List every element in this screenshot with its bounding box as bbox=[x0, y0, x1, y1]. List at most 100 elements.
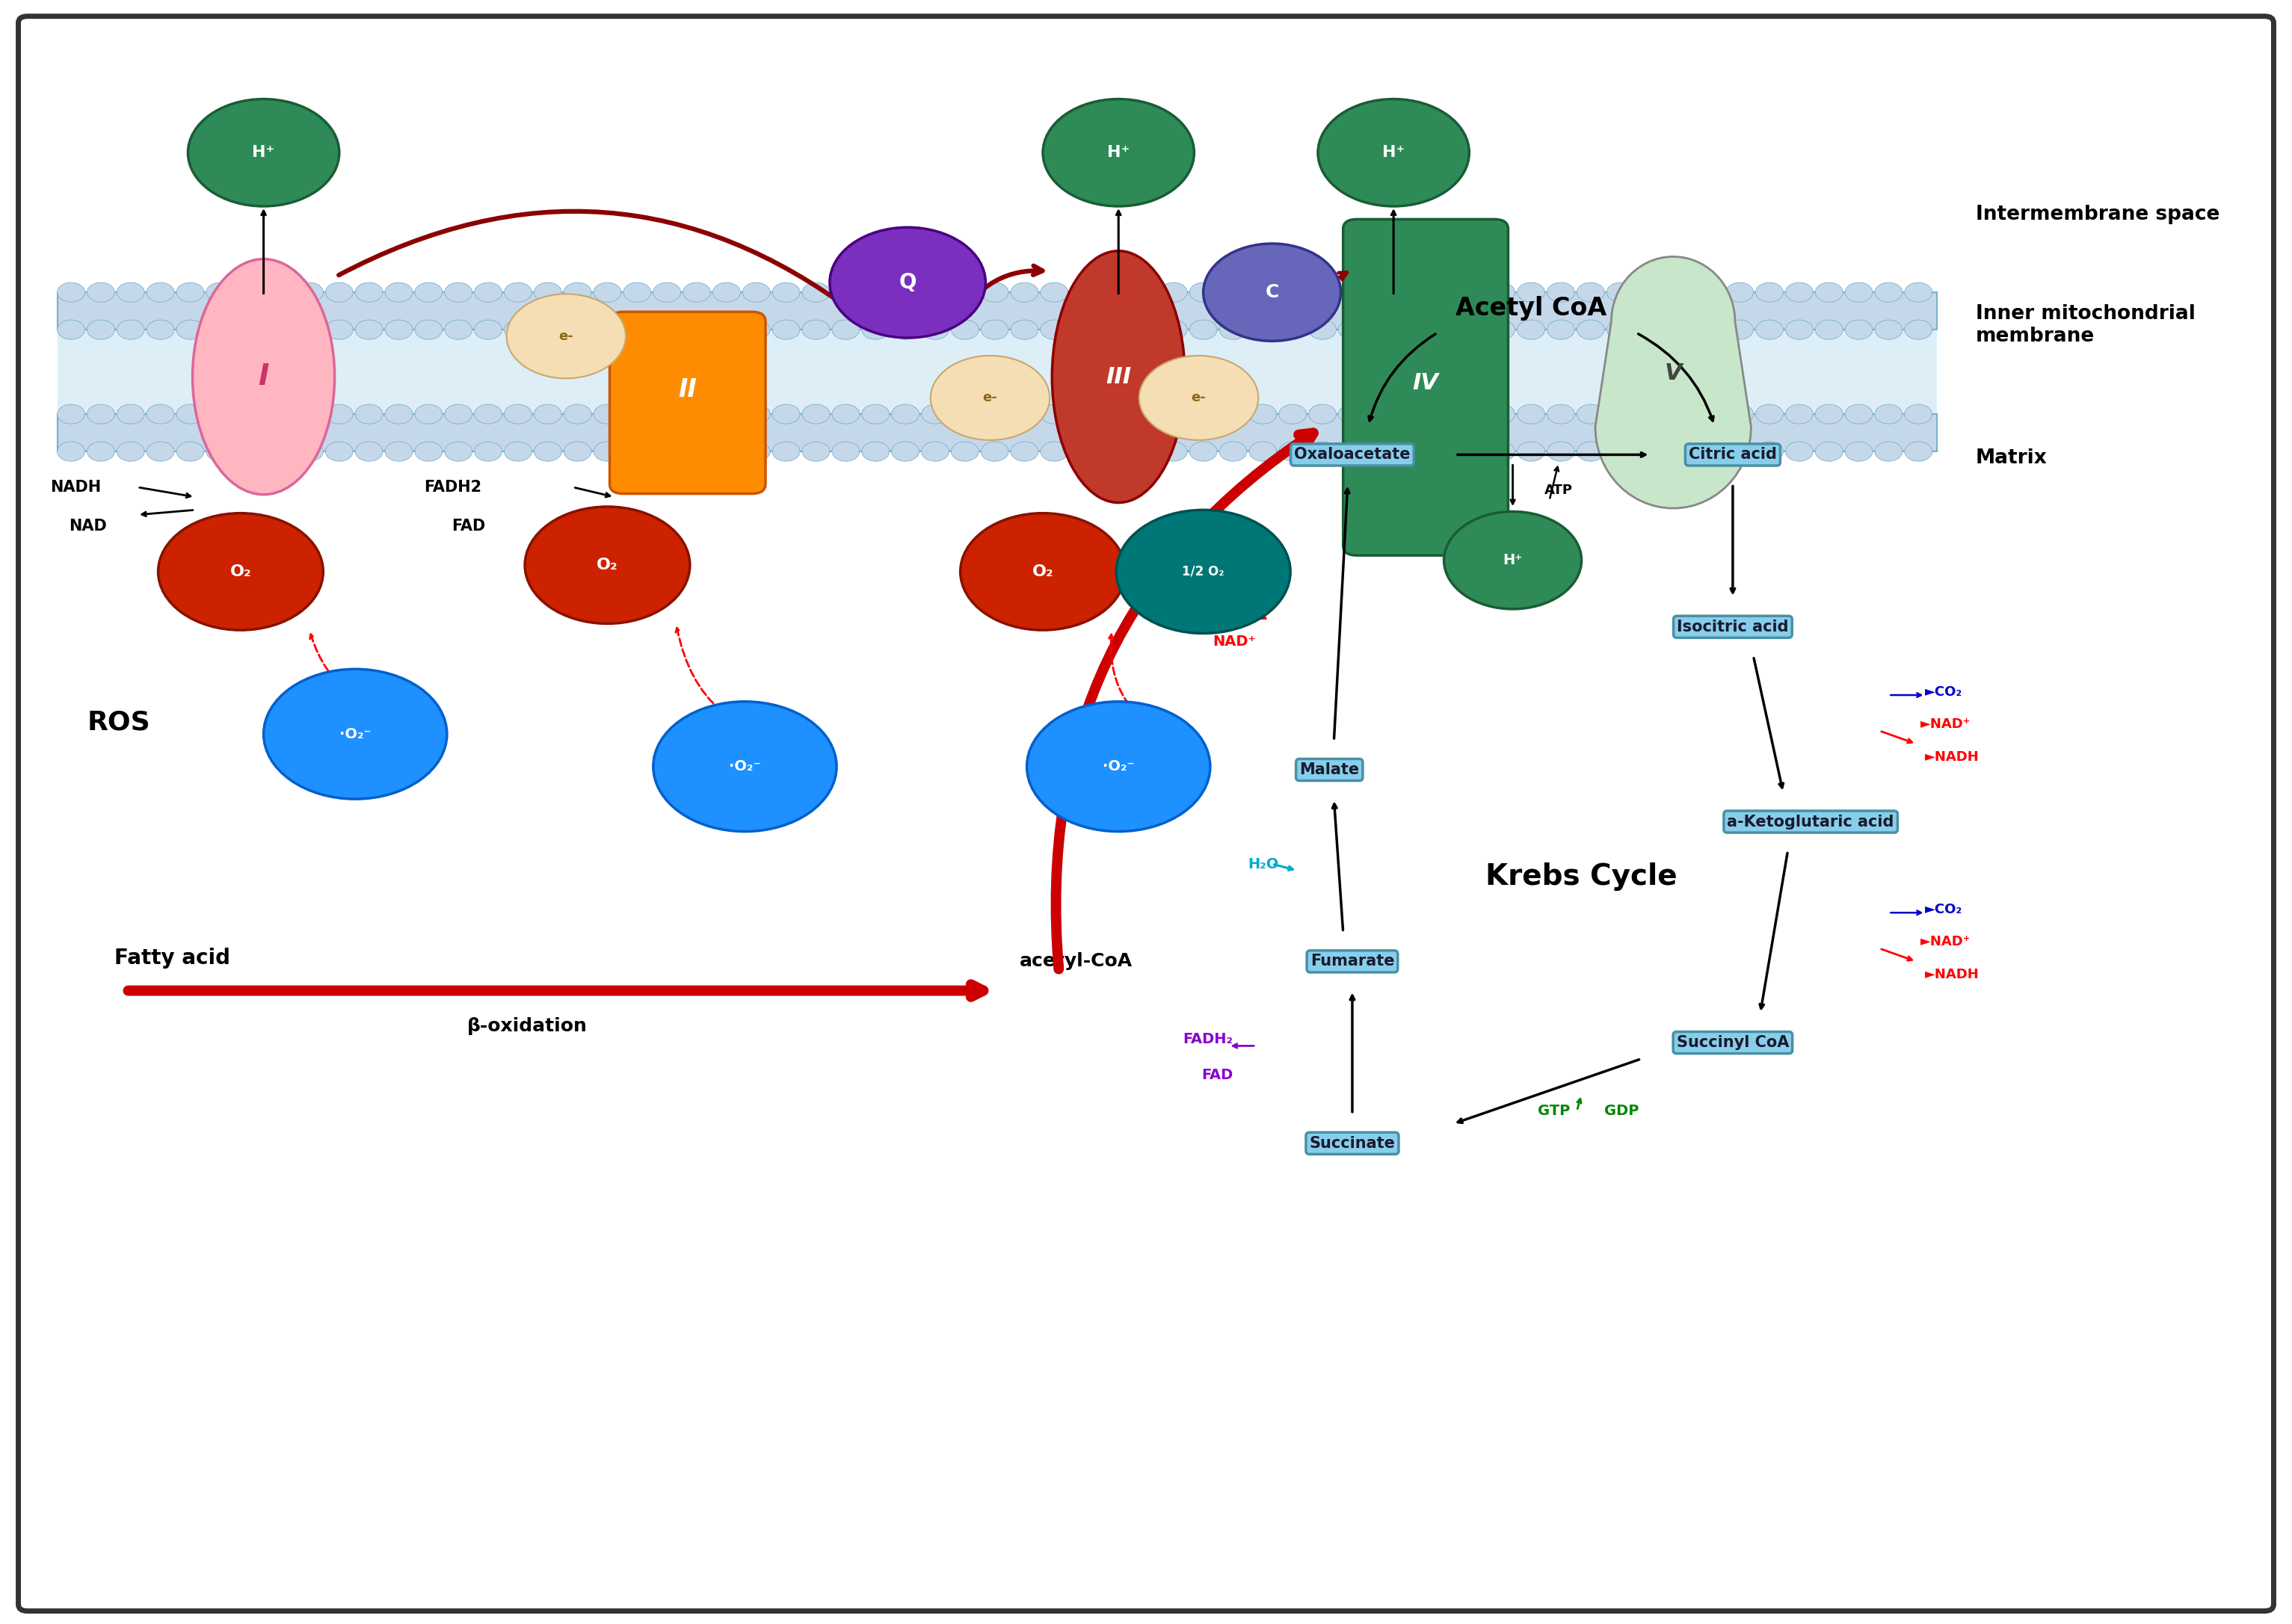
Circle shape bbox=[1318, 99, 1469, 206]
Circle shape bbox=[296, 442, 323, 461]
Circle shape bbox=[1636, 442, 1664, 461]
Circle shape bbox=[653, 702, 837, 831]
Circle shape bbox=[743, 283, 770, 302]
Circle shape bbox=[1488, 283, 1515, 302]
Circle shape bbox=[653, 320, 681, 339]
Circle shape bbox=[892, 283, 919, 302]
Circle shape bbox=[1100, 404, 1128, 424]
Circle shape bbox=[951, 320, 979, 339]
Circle shape bbox=[87, 404, 115, 424]
Circle shape bbox=[1398, 404, 1426, 424]
Circle shape bbox=[355, 283, 383, 302]
Circle shape bbox=[445, 320, 472, 339]
Circle shape bbox=[296, 404, 323, 424]
Circle shape bbox=[1845, 442, 1873, 461]
Circle shape bbox=[832, 442, 860, 461]
Circle shape bbox=[534, 442, 562, 461]
Circle shape bbox=[534, 404, 562, 424]
Text: FADH₂: FADH₂ bbox=[1183, 1033, 1233, 1046]
Circle shape bbox=[921, 442, 949, 461]
Circle shape bbox=[1577, 283, 1604, 302]
Circle shape bbox=[1488, 320, 1515, 339]
Circle shape bbox=[1309, 320, 1336, 339]
Circle shape bbox=[504, 320, 532, 339]
Circle shape bbox=[1547, 320, 1575, 339]
Text: FAD: FAD bbox=[452, 518, 486, 534]
Circle shape bbox=[1517, 320, 1545, 339]
Circle shape bbox=[117, 320, 144, 339]
Circle shape bbox=[1875, 320, 1902, 339]
Ellipse shape bbox=[1609, 257, 1737, 387]
Text: H₂O: H₂O bbox=[1249, 857, 1279, 870]
Circle shape bbox=[1785, 283, 1813, 302]
Circle shape bbox=[960, 513, 1125, 630]
Circle shape bbox=[504, 283, 532, 302]
Circle shape bbox=[862, 320, 889, 339]
Circle shape bbox=[1219, 283, 1247, 302]
Circle shape bbox=[921, 404, 949, 424]
Text: e-: e- bbox=[559, 330, 573, 343]
Circle shape bbox=[1756, 283, 1783, 302]
Text: FADH2: FADH2 bbox=[424, 479, 481, 495]
Circle shape bbox=[1219, 404, 1247, 424]
Circle shape bbox=[206, 320, 234, 339]
Circle shape bbox=[1011, 404, 1038, 424]
Circle shape bbox=[1428, 404, 1455, 424]
Circle shape bbox=[862, 442, 889, 461]
Circle shape bbox=[743, 404, 770, 424]
Circle shape bbox=[147, 442, 174, 461]
Circle shape bbox=[951, 442, 979, 461]
Circle shape bbox=[325, 320, 353, 339]
Text: NADH: NADH bbox=[50, 479, 101, 495]
Circle shape bbox=[1845, 404, 1873, 424]
Ellipse shape bbox=[1595, 351, 1751, 503]
Circle shape bbox=[1249, 442, 1277, 461]
Text: ATP: ATP bbox=[1545, 484, 1572, 497]
Circle shape bbox=[653, 404, 681, 424]
Circle shape bbox=[57, 404, 85, 424]
Circle shape bbox=[1607, 442, 1634, 461]
Circle shape bbox=[1190, 320, 1217, 339]
Circle shape bbox=[1577, 320, 1604, 339]
Circle shape bbox=[1428, 442, 1455, 461]
Circle shape bbox=[1696, 320, 1724, 339]
Circle shape bbox=[653, 442, 681, 461]
Circle shape bbox=[1130, 442, 1157, 461]
Text: a-Ketoglutaric acid: a-Ketoglutaric acid bbox=[1728, 814, 1893, 830]
Circle shape bbox=[176, 404, 204, 424]
Text: ROS: ROS bbox=[87, 710, 151, 736]
Text: O₂: O₂ bbox=[596, 557, 619, 573]
Circle shape bbox=[1249, 404, 1277, 424]
Circle shape bbox=[931, 356, 1050, 440]
Text: Matrix: Matrix bbox=[1976, 448, 2047, 468]
Text: ►NADH: ►NADH bbox=[1925, 750, 1980, 763]
Circle shape bbox=[1219, 442, 1247, 461]
Circle shape bbox=[1130, 283, 1157, 302]
Circle shape bbox=[117, 404, 144, 424]
Circle shape bbox=[1696, 283, 1724, 302]
Circle shape bbox=[1100, 283, 1128, 302]
Circle shape bbox=[802, 442, 830, 461]
Text: Fumarate: Fumarate bbox=[1311, 953, 1394, 970]
Circle shape bbox=[1726, 404, 1753, 424]
Circle shape bbox=[1666, 404, 1694, 424]
Text: V: V bbox=[1664, 362, 1682, 385]
Circle shape bbox=[147, 283, 174, 302]
Circle shape bbox=[1368, 404, 1396, 424]
Circle shape bbox=[1011, 442, 1038, 461]
Circle shape bbox=[1041, 320, 1068, 339]
Circle shape bbox=[445, 404, 472, 424]
Circle shape bbox=[1815, 442, 1843, 461]
Circle shape bbox=[1368, 283, 1396, 302]
Circle shape bbox=[236, 320, 264, 339]
Circle shape bbox=[445, 283, 472, 302]
Circle shape bbox=[1458, 442, 1485, 461]
Circle shape bbox=[296, 320, 323, 339]
Circle shape bbox=[1070, 404, 1098, 424]
Circle shape bbox=[1070, 283, 1098, 302]
Circle shape bbox=[892, 320, 919, 339]
Circle shape bbox=[1070, 320, 1098, 339]
Circle shape bbox=[1130, 320, 1157, 339]
Circle shape bbox=[206, 283, 234, 302]
Text: O₂: O₂ bbox=[229, 564, 252, 580]
